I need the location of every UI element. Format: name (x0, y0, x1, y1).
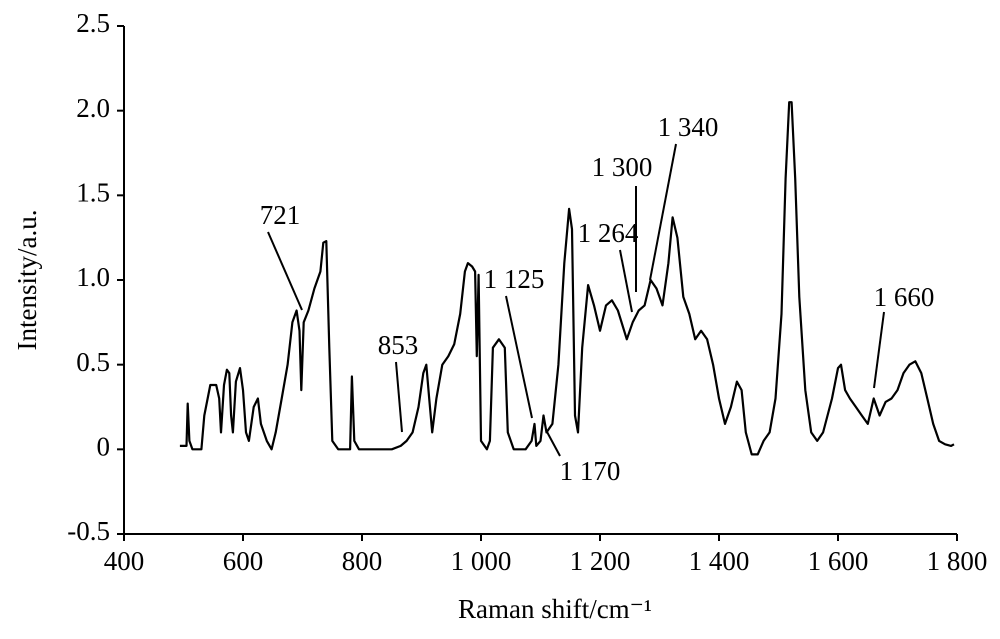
y-tick-label: 0 (97, 432, 111, 462)
y-tick-label: 1.5 (76, 178, 110, 208)
annotation-arrow (267, 231, 303, 311)
annotation: 1 300 (592, 152, 653, 182)
annotation-arrow (649, 143, 677, 281)
annotation-arrow (619, 249, 633, 313)
x-tick-label: 1 400 (689, 546, 750, 576)
x-axis-label: Raman shift/cm⁻¹ (458, 594, 652, 624)
annotation: 1 125 (484, 264, 545, 294)
y-tick-label: -0.5 (67, 516, 110, 546)
annotation-arrow (873, 311, 885, 389)
annotation: 1 340 (658, 112, 719, 142)
x-tick-label: 1 200 (570, 546, 631, 576)
y-tick-label: 2.0 (76, 93, 110, 123)
y-axis-label: Intensity/a.u. (12, 210, 42, 351)
x-tick-label: 800 (342, 546, 383, 576)
x-tick-label: 1 000 (451, 546, 512, 576)
annotation: 1 170 (560, 456, 621, 486)
y-tick-label: 1.0 (76, 262, 110, 292)
x-tick-label: 1 800 (927, 546, 988, 576)
annotation: 721 (260, 200, 301, 230)
x-tick-label: 1 600 (808, 546, 869, 576)
annotation: 853 (378, 330, 419, 360)
x-tick-label: 600 (223, 546, 264, 576)
annotation-arrow (395, 361, 403, 433)
annotation: 1 264 (578, 218, 639, 248)
spectrum-line (179, 101, 955, 456)
y-tick-label: 2.5 (76, 8, 110, 38)
annotation-arrow (545, 429, 561, 457)
annotation: 1 660 (874, 282, 935, 312)
x-tick-label: 400 (104, 546, 145, 576)
y-tick-label: 0.5 (76, 347, 110, 377)
annotation-arrow (505, 295, 533, 419)
